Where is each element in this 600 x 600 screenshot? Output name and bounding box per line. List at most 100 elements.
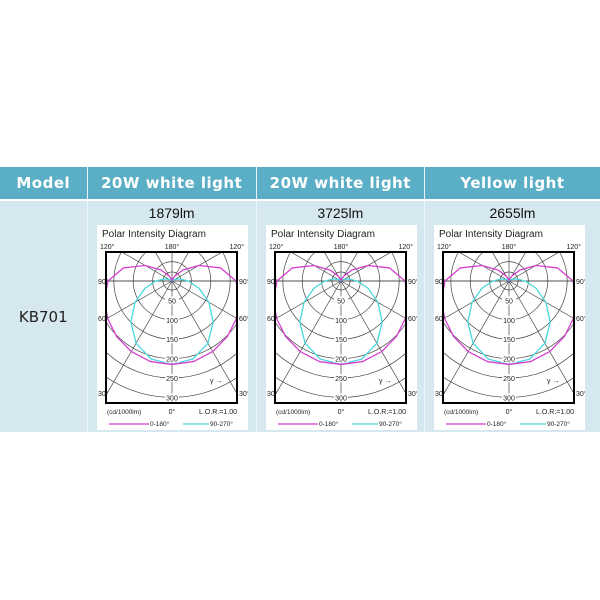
- angle-label: 0°: [506, 408, 513, 416]
- angle-label: 60°: [435, 315, 446, 323]
- ring-label-bg: [333, 296, 348, 305]
- polar-diagram: Polar Intensity Diagram 120° 180° 120° 50 100…: [96, 225, 248, 430]
- curve-0-180: [105, 264, 237, 366]
- grid-spoke: [120, 252, 172, 282]
- grid-spoke: [508, 280, 574, 395]
- angle-label: 60°: [408, 315, 417, 323]
- lumen-value: 3725lm: [317, 205, 364, 221]
- ring-label-bg: [333, 335, 348, 344]
- angle-label: 30°: [576, 390, 585, 398]
- grid-spoke: [457, 252, 510, 282]
- angle-label: 30°: [435, 390, 446, 398]
- angle-label: 30°: [267, 390, 278, 398]
- angle-label: 120°: [269, 243, 284, 251]
- legend-label: 0-180°: [319, 420, 339, 428]
- curve-0-180: [274, 264, 406, 366]
- grid-spoke: [105, 280, 172, 320]
- ring-label-bg: [164, 393, 179, 402]
- grid-spoke: [274, 280, 341, 320]
- ring-label: 100: [503, 318, 515, 325]
- ring-label-bg: [164, 354, 179, 363]
- ring-label: 250: [335, 376, 347, 383]
- polar-diagram: Polar Intensity Diagram 120° 180° 120° 50 100…: [433, 225, 585, 430]
- ring-label-bg: [333, 374, 348, 382]
- table-row: KB701 1879lm Polar Intensity Diagram 120° 1…: [0, 199, 600, 432]
- ring-label-bg: [333, 354, 348, 363]
- gamma-label: γ →: [547, 378, 559, 385]
- ring-label: 150: [166, 337, 178, 344]
- diagram-title: Polar Intensity Diagram: [102, 229, 206, 240]
- lor-label: L.O.R.=1.00: [536, 409, 574, 416]
- header-col-1: 20W white light: [88, 167, 257, 199]
- grid-spoke: [105, 280, 172, 397]
- grid-spoke: [508, 280, 574, 319]
- grid-spoke: [442, 280, 510, 397]
- ring-label: 300: [335, 395, 347, 402]
- grid-spoke: [274, 280, 342, 397]
- ring-label: 200: [166, 357, 178, 364]
- angle-label: 180°: [502, 243, 517, 251]
- ring-label-bg: [501, 296, 516, 305]
- ring-label-bg: [501, 335, 516, 344]
- grid-spoke: [340, 252, 392, 282]
- cell-2: 3725lm Polar Intensity Diagram 120° 180° 120…: [257, 201, 425, 432]
- lor-label: L.O.R.=1.00: [199, 409, 237, 416]
- gamma-label: γ →: [379, 378, 391, 385]
- ring-label: 150: [503, 337, 515, 344]
- angle-label: 90°: [98, 278, 109, 286]
- ring-label: 50: [168, 298, 176, 305]
- legend-label: 90-270°: [547, 420, 570, 428]
- angle-label: 120°: [100, 243, 115, 251]
- grid-spoke: [171, 280, 237, 395]
- ring-label-bg: [501, 374, 516, 382]
- diagram-frame: [104, 251, 238, 404]
- angle-label: 60°: [98, 315, 109, 323]
- angle-label: 60°: [576, 315, 585, 323]
- cell-3: 2655lm Polar Intensity Diagram 120° 180° 120…: [425, 201, 600, 432]
- ring-label: 100: [166, 318, 178, 325]
- ring-label-bg: [501, 393, 516, 402]
- angle-label: 120°: [398, 243, 413, 251]
- ring-label-bg: [501, 315, 516, 324]
- angle-label: 180°: [333, 243, 348, 251]
- angle-label: 0°: [337, 408, 344, 416]
- header-col-3: Yellow light: [460, 174, 565, 192]
- gamma-label: γ →: [210, 378, 222, 385]
- ring-label: 50: [337, 298, 345, 305]
- angle-label: 30°: [239, 390, 248, 398]
- grid-spoke: [171, 252, 223, 282]
- ring-label: 200: [335, 357, 347, 364]
- header-model: Model: [0, 167, 88, 199]
- legend-label: 90-270°: [379, 420, 402, 428]
- grid-spoke: [171, 280, 237, 319]
- lor-label: L.O.R.=1.00: [368, 409, 406, 416]
- unit-label: (cd/1000lm): [276, 409, 310, 416]
- angle-label: 90°: [239, 278, 248, 286]
- angle-label: 180°: [164, 243, 179, 251]
- cell-1: 1879lm Polar Intensity Diagram 120° 180° 120…: [88, 201, 257, 432]
- angle-label: 120°: [566, 243, 581, 251]
- angle-label: 120°: [437, 243, 452, 251]
- angle-label: 90°: [267, 278, 278, 286]
- product-table: Model 20W white light 20W white light Ye…: [0, 167, 600, 432]
- ring-label: 300: [166, 395, 178, 402]
- ring-label-bg: [164, 296, 179, 305]
- angle-label: 0°: [168, 408, 175, 416]
- ring-label: 100: [335, 318, 347, 325]
- legend-label: 0-180°: [487, 420, 507, 428]
- unit-label: (cd/1000lm): [107, 409, 141, 416]
- grid-spoke: [289, 252, 341, 282]
- grid-spoke: [442, 280, 510, 320]
- ring-label-bg: [501, 354, 516, 363]
- model-cell: KB701: [0, 201, 88, 432]
- ring-label: 200: [503, 357, 515, 364]
- legend-label: 90-270°: [210, 420, 233, 428]
- angle-label: 90°: [408, 278, 417, 286]
- grid-spoke: [340, 280, 406, 395]
- table-header: Model 20W white light 20W white light Ye…: [0, 167, 600, 199]
- diagram-frame: [441, 251, 575, 404]
- diagram-title: Polar Intensity Diagram: [439, 229, 543, 240]
- lumen-value: 2655lm: [489, 205, 536, 221]
- ring-label-bg: [164, 315, 179, 324]
- ring-label: 250: [503, 376, 515, 383]
